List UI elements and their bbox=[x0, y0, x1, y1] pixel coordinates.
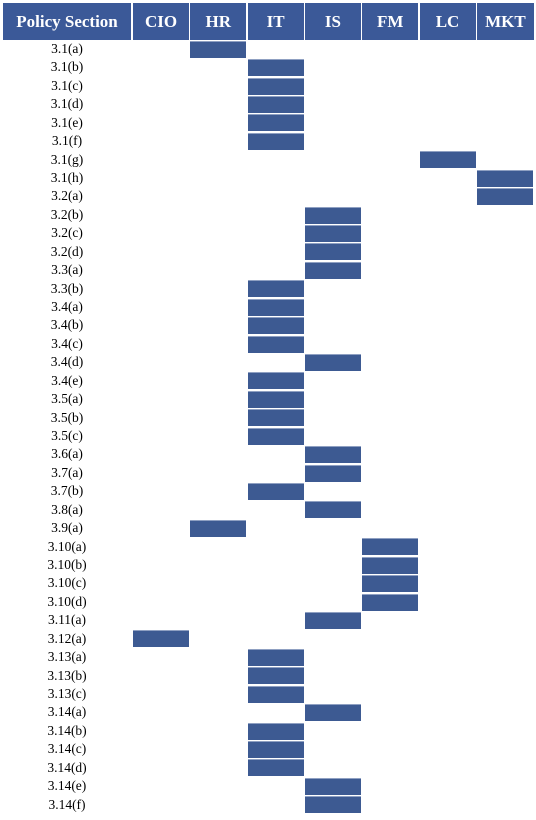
assignment-cell bbox=[247, 409, 304, 427]
section-label: 3.1(a) bbox=[51, 41, 83, 56]
header-cell: IT bbox=[247, 3, 304, 40]
section-label: 3.12(a) bbox=[47, 630, 87, 646]
assignment-cell bbox=[247, 427, 304, 445]
assignment-cell bbox=[247, 759, 304, 777]
section-label: 3.4(e) bbox=[51, 372, 83, 388]
assignment-cell bbox=[304, 464, 361, 482]
assignment-cell bbox=[304, 612, 361, 630]
assignment-cell bbox=[247, 648, 304, 666]
section-label: 3.5(b) bbox=[50, 409, 84, 425]
section-label: 3.1(h) bbox=[50, 170, 84, 185]
section-label: 3.10(a) bbox=[47, 538, 87, 554]
section-label: 3.4(d) bbox=[50, 354, 84, 370]
header-cell: LC bbox=[419, 3, 476, 40]
assignment-cell bbox=[304, 261, 361, 279]
assignment-cell bbox=[247, 483, 304, 501]
section-label: 3.4(a) bbox=[51, 299, 83, 315]
section-label: 3.1(e) bbox=[51, 114, 83, 130]
assignment-cell bbox=[247, 390, 304, 408]
assignment-cell bbox=[247, 317, 304, 335]
header-cell: CIO bbox=[133, 3, 189, 40]
assignment-cell bbox=[247, 298, 304, 316]
assignment-cell bbox=[362, 575, 419, 593]
section-label: 3.1(f) bbox=[51, 133, 83, 149]
assignment-cell bbox=[304, 777, 361, 795]
section-label: 3.7(a) bbox=[51, 464, 83, 480]
assignment-cell bbox=[476, 169, 533, 187]
section-label: 3.5(a) bbox=[51, 391, 83, 407]
section-label: 3.13(b) bbox=[47, 667, 87, 683]
header-cell: Policy Section bbox=[3, 3, 131, 40]
assignment-cell bbox=[304, 206, 361, 224]
section-label: 3.1(b) bbox=[50, 59, 84, 75]
assignment-cell bbox=[362, 556, 419, 574]
assignment-cell bbox=[247, 667, 304, 685]
section-label: 3.10(c) bbox=[47, 575, 87, 591]
assignment-cell bbox=[419, 151, 476, 169]
assignment-cell bbox=[247, 114, 304, 132]
section-label: 3.11(a) bbox=[47, 612, 87, 628]
section-label: 3.14(f) bbox=[48, 796, 86, 812]
section-label: 3.3(b) bbox=[50, 280, 84, 296]
assignment-cell bbox=[190, 40, 247, 58]
section-label: 3.2(a) bbox=[51, 188, 83, 204]
section-label: 3.13(a) bbox=[47, 649, 87, 665]
header-cell: FM bbox=[362, 3, 419, 40]
header-cell: HR bbox=[190, 3, 247, 40]
section-label: 3.14(b) bbox=[47, 722, 87, 738]
section-label: 3.4(b) bbox=[50, 317, 84, 333]
section-label: 3.14(c) bbox=[47, 741, 87, 757]
section-label: 3.8(a) bbox=[51, 501, 83, 517]
assignment-cell bbox=[362, 593, 419, 611]
section-label: 3.3(a) bbox=[51, 262, 83, 278]
assignment-cell bbox=[190, 519, 247, 537]
assignment-cell bbox=[247, 280, 304, 298]
assignment-cell bbox=[247, 335, 304, 353]
section-label: 3.14(a) bbox=[47, 704, 87, 720]
section-label: 3.1(d) bbox=[50, 96, 84, 112]
header-cell: MKT bbox=[476, 3, 534, 40]
section-label: 3.5(c) bbox=[51, 428, 83, 444]
section-label: 3.1(g) bbox=[50, 151, 84, 167]
assignment-cell bbox=[304, 354, 361, 371]
assignment-cell bbox=[362, 538, 419, 556]
section-label: 3.1(c) bbox=[51, 77, 83, 93]
section-label: 3.2(b) bbox=[50, 206, 84, 222]
assignment-cell bbox=[476, 188, 533, 206]
assignment-cell bbox=[304, 501, 361, 519]
assignment-cell bbox=[247, 95, 304, 113]
assignment-cell bbox=[133, 630, 189, 648]
section-label: 3.10(d) bbox=[47, 593, 87, 609]
section-label: 3.13(c) bbox=[47, 686, 87, 702]
section-label: 3.14(d) bbox=[47, 759, 87, 775]
section-label: 3.6(a) bbox=[51, 446, 83, 462]
assignment-cell bbox=[304, 704, 361, 722]
assignment-cell bbox=[247, 741, 304, 759]
assignment-cell bbox=[247, 77, 304, 95]
assignment-cell bbox=[247, 372, 304, 390]
section-label: 3.4(c) bbox=[51, 335, 83, 351]
assignment-cell bbox=[247, 132, 304, 150]
section-label: 3.10(b) bbox=[47, 557, 87, 573]
section-label: 3.2(d) bbox=[50, 243, 84, 259]
assignment-cell bbox=[247, 59, 304, 77]
section-label: 3.9(a) bbox=[51, 520, 83, 536]
assignment-cell bbox=[304, 225, 361, 242]
assignment-cell bbox=[247, 722, 304, 740]
section-label: 3.14(e) bbox=[47, 778, 87, 794]
assignment-cell bbox=[247, 685, 304, 703]
assignment-cell bbox=[304, 446, 361, 464]
assignment-cell bbox=[304, 243, 361, 261]
section-label: 3.7(b) bbox=[50, 483, 84, 499]
header-cell: IS bbox=[304, 3, 361, 40]
section-label: 3.2(c) bbox=[51, 225, 83, 241]
assignment-cell bbox=[304, 796, 361, 814]
